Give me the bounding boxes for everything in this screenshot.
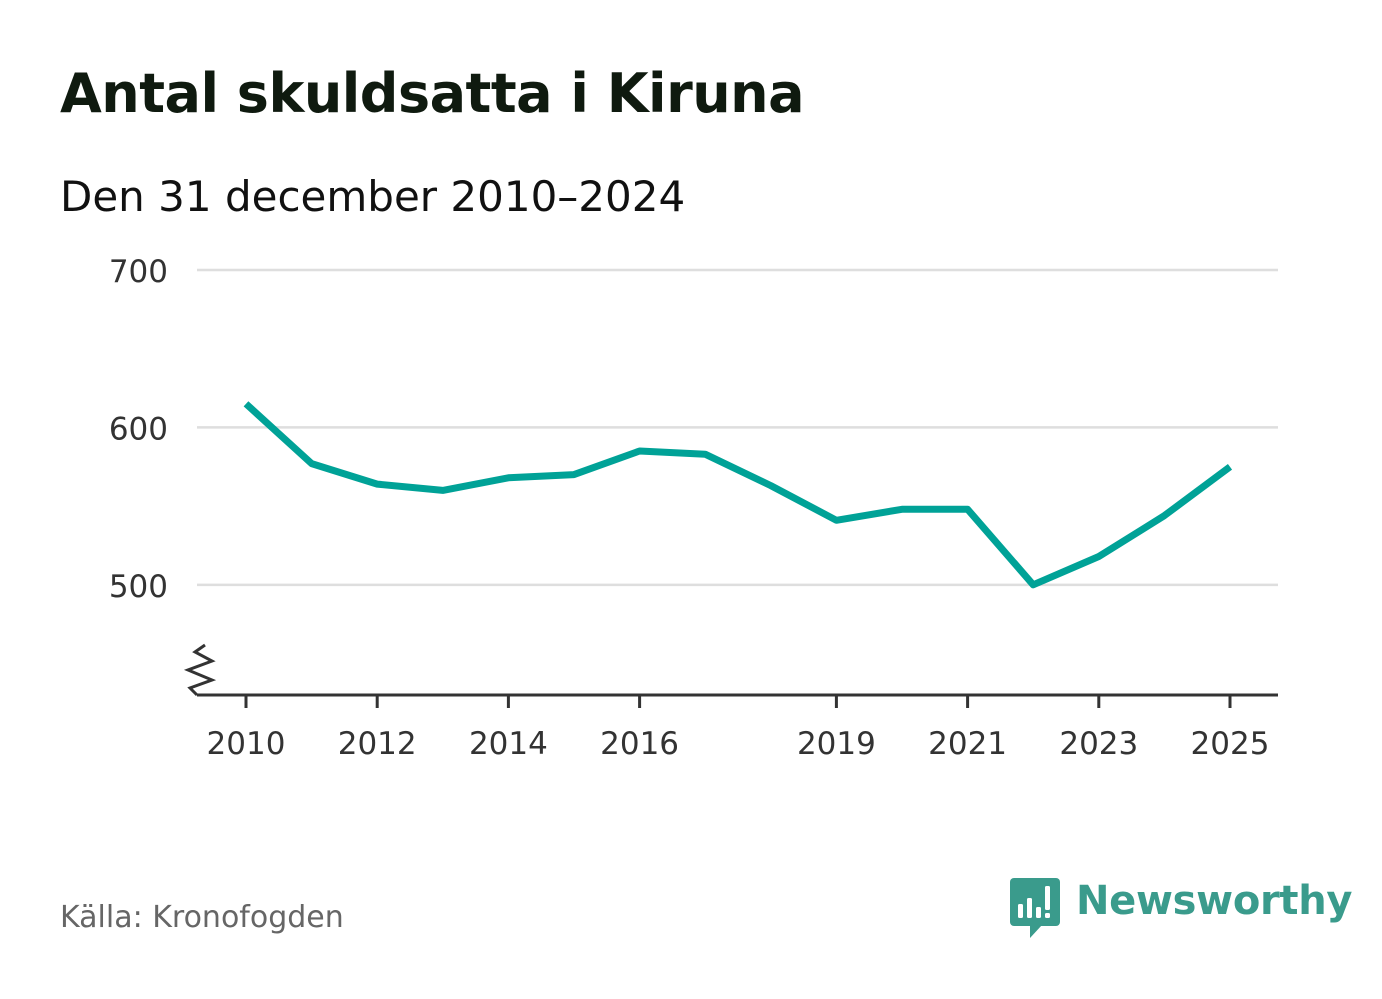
x-tick-label-2023: 2023: [1059, 726, 1138, 762]
x-tick-label-2021: 2021: [928, 726, 1007, 762]
x-tick-label-2016: 2016: [600, 726, 679, 762]
x-tick-label-2025: 2025: [1191, 726, 1270, 762]
series-layer: [243, 401, 1233, 589]
x-tick-label-2019: 2019: [797, 726, 876, 762]
newsworthy-logo-icon: [1010, 878, 1060, 938]
series-line-0: [243, 401, 1233, 589]
gridlines: [197, 268, 1278, 587]
y-tick-label-600: 600: [109, 411, 168, 447]
brand-logo: Newsworthy: [1010, 878, 1353, 942]
x-axis-ticks: 2010 2012 2014 2016 2019 2021 2023 2025: [207, 695, 1270, 762]
x-axis: [183, 643, 1278, 697]
source-note: Källa: Kronofogden: [60, 900, 344, 935]
x-tick-label-2014: 2014: [469, 726, 548, 762]
y-tick-label-500: 500: [109, 569, 168, 605]
axis-break-icon: [183, 643, 217, 697]
x-tick-label-2012: 2012: [338, 726, 417, 762]
y-tick-label-700: 700: [109, 254, 168, 290]
brand-name: Newsworthy: [1076, 878, 1353, 924]
y-axis-ticks: 500 600 700: [109, 254, 168, 605]
x-tick-label-2010: 2010: [207, 726, 286, 762]
chart-title: Antal skuldsatta i Kiruna: [60, 62, 805, 125]
chart-subtitle: Den 31 december 2010–2024: [60, 172, 686, 221]
